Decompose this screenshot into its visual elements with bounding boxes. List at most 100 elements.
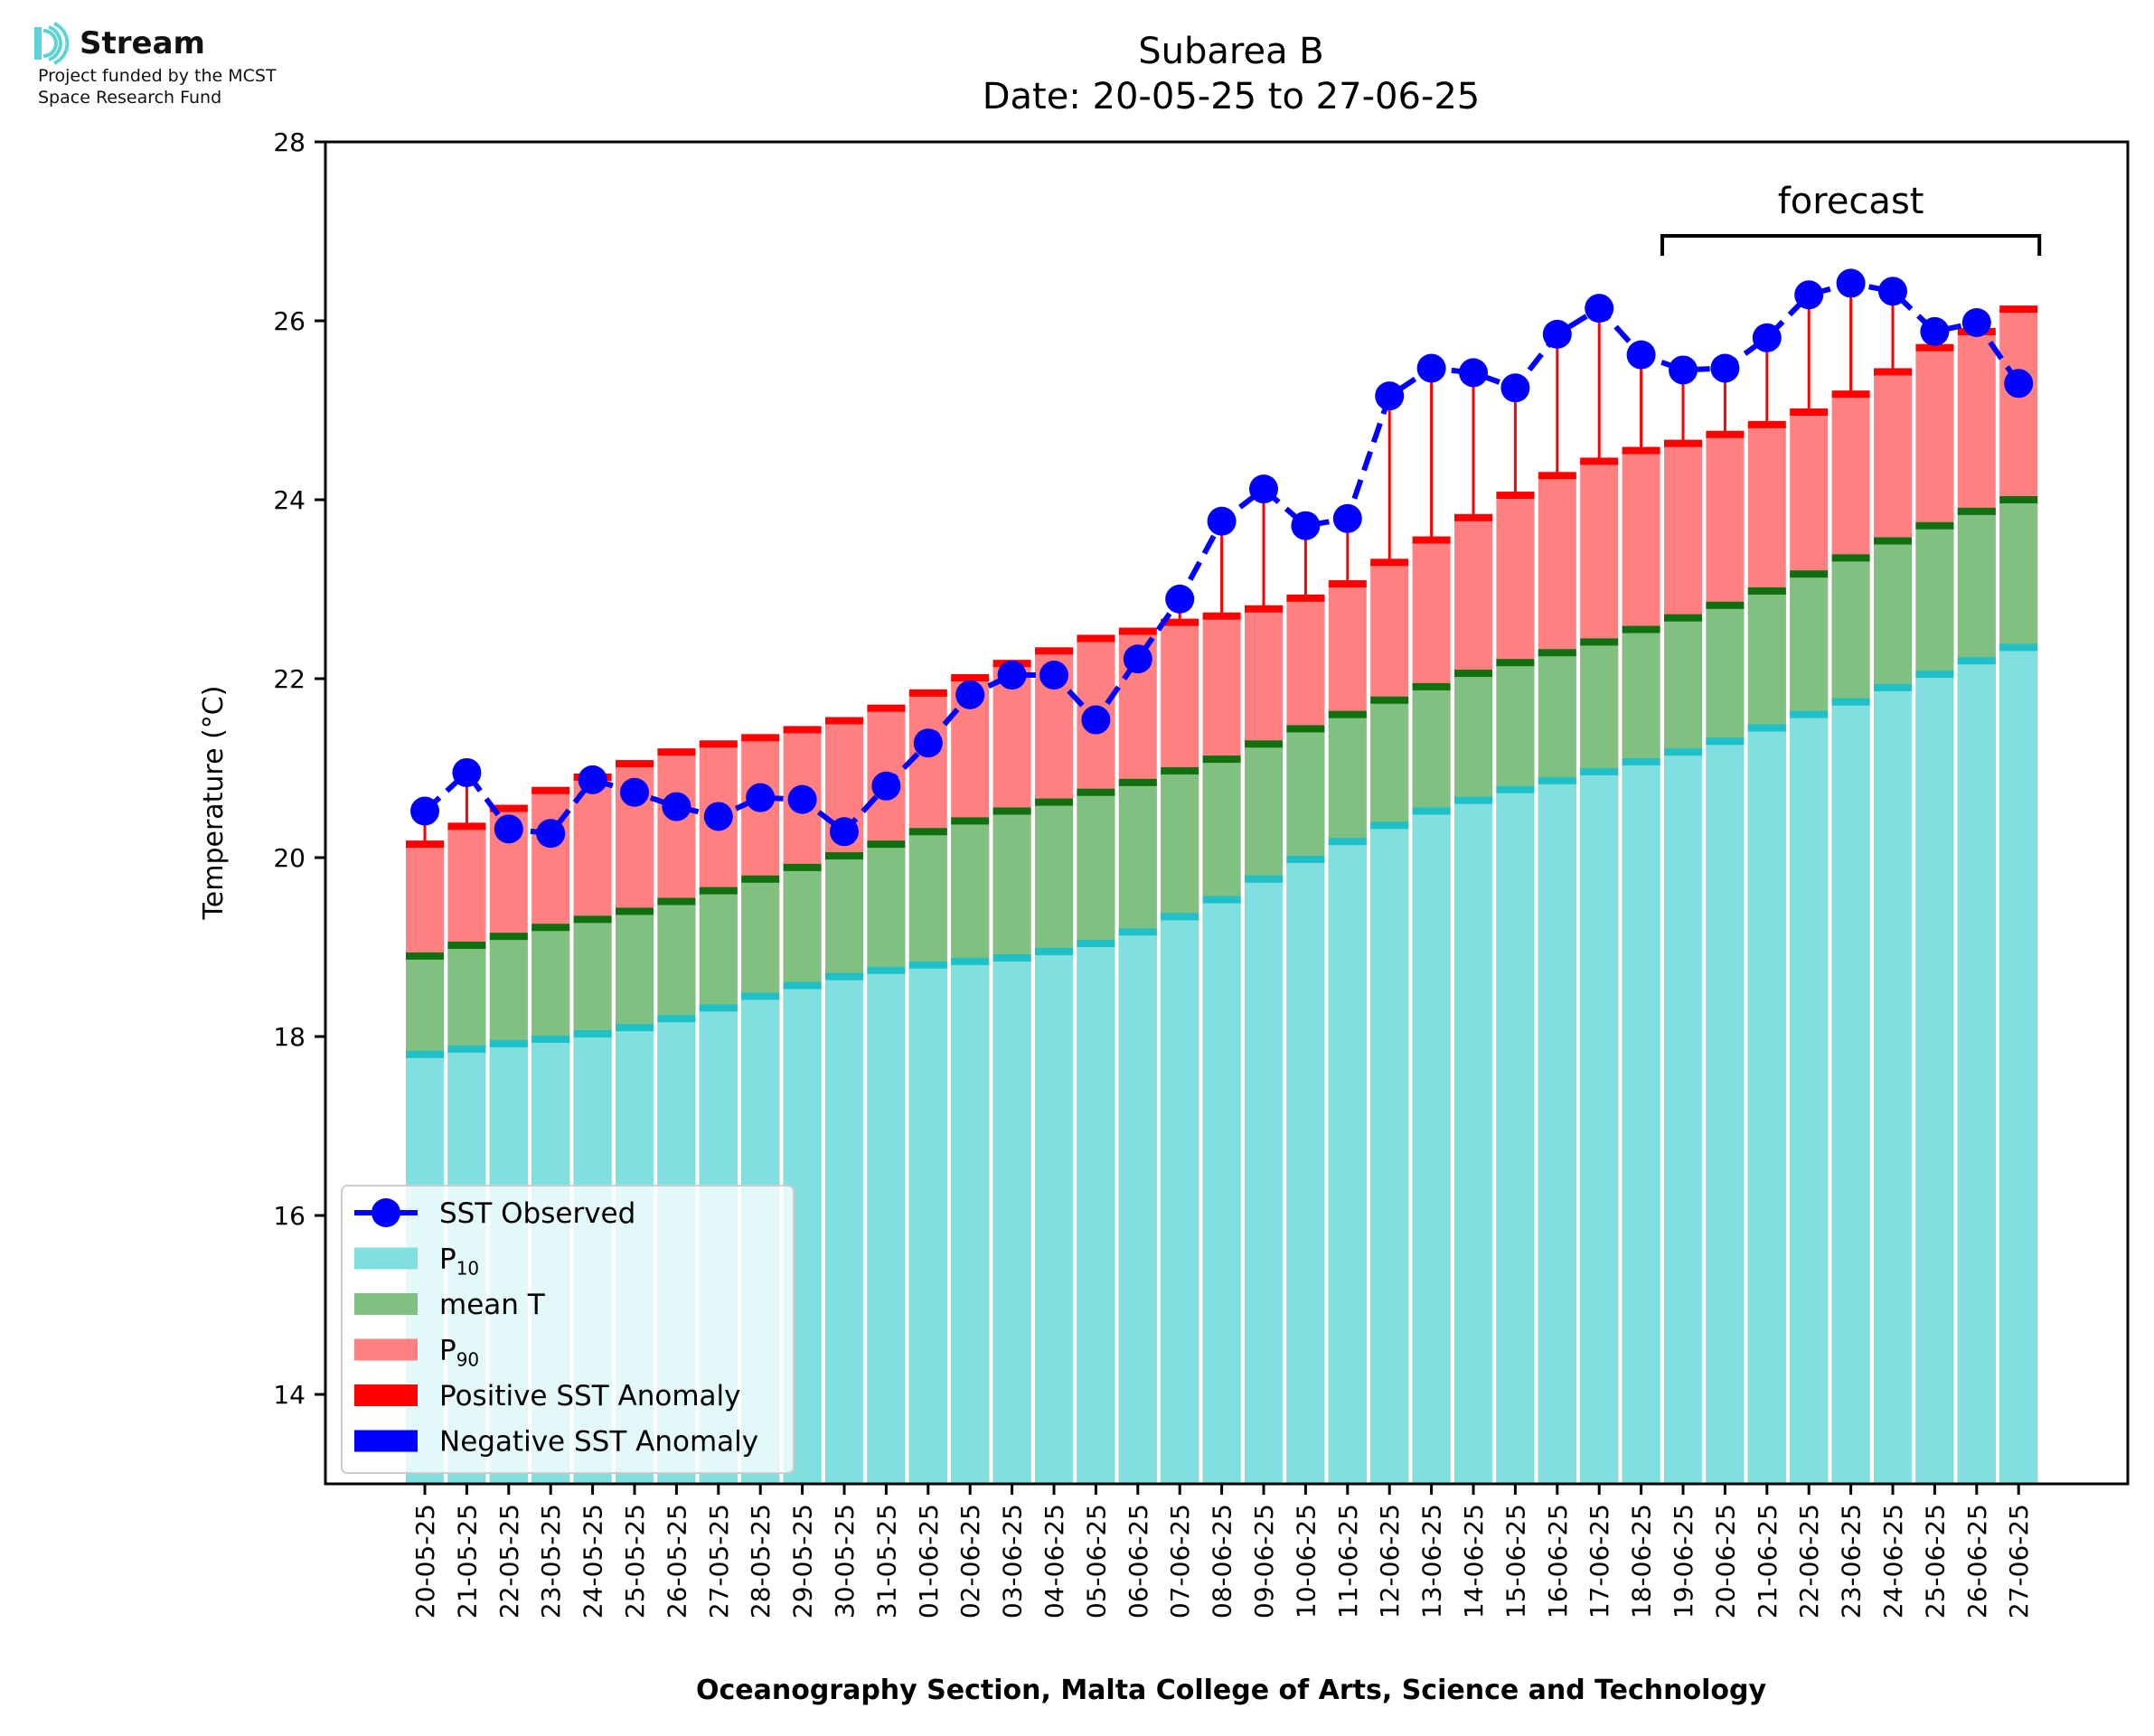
x-tick-label: 11-06-25 xyxy=(1333,1504,1363,1619)
bar-edge-mean-t xyxy=(1622,625,1660,633)
x-tick-label: 20-06-25 xyxy=(1710,1504,1740,1619)
bar-p10 xyxy=(1328,841,1367,1484)
bar-edge-mean-t xyxy=(992,807,1031,815)
bar-edge-p10 xyxy=(1747,724,1786,732)
sst-observed-marker xyxy=(787,784,817,814)
plot-area: 14 16 18 20 22 24 26 28 20-05-25 21-05-25 22-05-25… xyxy=(273,127,2042,1619)
legend-swatch-patch xyxy=(354,1293,418,1315)
x-tick-label: 05-06-25 xyxy=(1081,1504,1111,1619)
x-tick-label: 22-05-25 xyxy=(494,1504,524,1619)
sst-observed-marker xyxy=(1500,373,1530,403)
sst-observed-marker xyxy=(536,819,566,849)
bar-p10 xyxy=(1790,714,1829,1484)
legend-label: Positive SST Anomaly xyxy=(439,1380,740,1412)
bar-edge-mean-t xyxy=(1245,740,1283,748)
bar-edge-mean-t xyxy=(573,915,612,924)
bar-edge-mean-t xyxy=(1831,554,1870,562)
sst-observed-marker xyxy=(1416,353,1446,383)
x-tick-label: 14-06-25 xyxy=(1459,1504,1489,1619)
bar-edge-p90 xyxy=(1999,305,2038,314)
bar-edge-p10 xyxy=(1118,928,1157,936)
x-tick-label: 24-05-25 xyxy=(578,1504,608,1619)
x-tick-label: 06-06-25 xyxy=(1124,1504,1153,1619)
x-tick-label: 19-06-25 xyxy=(1669,1504,1698,1619)
bar-p10 xyxy=(1831,701,1870,1484)
bar-edge-p10 xyxy=(992,953,1031,962)
bar-p10 xyxy=(1202,899,1241,1484)
x-tick-label: 16-06-25 xyxy=(1543,1504,1573,1619)
bar-p10 xyxy=(1664,752,1702,1484)
sst-observed-marker xyxy=(1459,358,1488,388)
sst-observed-marker xyxy=(494,814,523,844)
y-tick-label: 28 xyxy=(273,127,306,157)
bar-p10 xyxy=(1412,811,1451,1484)
bar-edge-p10 xyxy=(1831,698,1870,706)
x-tick-label: 10-06-25 xyxy=(1291,1504,1321,1619)
bar-edge-mean-t xyxy=(1999,496,2038,503)
bar-edge-p10 xyxy=(1161,913,1199,921)
x-tick-label: 21-05-25 xyxy=(452,1504,482,1619)
x-tick-label: 02-06-25 xyxy=(955,1504,985,1619)
bar-edge-p10 xyxy=(1999,643,2038,652)
y-tick-label: 20 xyxy=(273,843,306,873)
bar-edge-p10 xyxy=(908,961,947,969)
bar-p10 xyxy=(951,961,990,1484)
x-tick-label: 21-06-25 xyxy=(1753,1504,1782,1619)
bar-edge-mean-t xyxy=(1286,725,1325,733)
axes-frame xyxy=(324,140,2130,1486)
bar-edge-p10 xyxy=(406,1050,444,1058)
x-tick-label: 13-06-25 xyxy=(1417,1504,1447,1619)
bar-p10 xyxy=(1245,878,1283,1484)
legend-swatch-patch xyxy=(354,1247,418,1270)
y-tick-label: 16 xyxy=(273,1201,306,1231)
bar-edge-mean-t xyxy=(951,817,990,825)
bar-p10 xyxy=(1874,687,1912,1484)
stream-logo-icon xyxy=(34,22,70,65)
bar-edge-p10 xyxy=(1454,796,1492,804)
bar-edge-mean-t xyxy=(783,863,822,871)
x-tick-label: 24-06-25 xyxy=(1878,1504,1908,1619)
bar-edge-mean-t xyxy=(1370,696,1409,704)
bar-edge-mean-t xyxy=(1957,507,1996,515)
bar-edge-p90 xyxy=(1118,627,1157,635)
logo-funding-text: Project funded by the MCST Space Researc… xyxy=(38,65,277,108)
bar-edge-mean-t xyxy=(1664,614,1702,622)
bar-edge-mean-t xyxy=(1874,537,1912,545)
bar-p10 xyxy=(1118,932,1157,1484)
bar-p10 xyxy=(1538,780,1576,1484)
bar-edge-mean-t xyxy=(1328,710,1367,718)
bar-edge-p10 xyxy=(1957,657,1996,665)
bar-edge-p90 xyxy=(616,760,654,768)
bar-edge-mean-t xyxy=(867,840,906,849)
bar-edge-mean-t xyxy=(1412,682,1451,690)
bar-edge-p10 xyxy=(573,1030,612,1038)
x-tick-label: 28-05-25 xyxy=(746,1504,776,1619)
x-tick-label: 07-06-25 xyxy=(1165,1504,1195,1619)
bar-edge-mean-t xyxy=(1580,638,1619,646)
legend-label-subscript: 10 xyxy=(456,1258,479,1280)
bar-p10 xyxy=(1580,771,1619,1484)
bar-edge-mean-t xyxy=(1161,766,1199,774)
bar-edge-p10 xyxy=(1245,875,1283,883)
x-tick-label: 23-06-25 xyxy=(1837,1504,1867,1619)
bar-edge-p90 xyxy=(908,689,947,697)
sst-observed-marker xyxy=(1794,280,1824,310)
sst-observed-marker xyxy=(1375,381,1405,411)
bar-edge-p10 xyxy=(616,1024,654,1032)
bar-p10 xyxy=(867,970,906,1484)
bar-edge-p10 xyxy=(1622,758,1660,766)
bar-p10 xyxy=(1915,674,1954,1484)
bar-p10 xyxy=(1496,789,1535,1484)
bar-edge-p90 xyxy=(489,804,528,812)
x-tick-label: 26-06-25 xyxy=(1962,1504,1992,1619)
legend-box xyxy=(341,1185,795,1474)
sst-observed-marker xyxy=(1878,277,1907,306)
bar-edge-p10 xyxy=(1328,838,1367,846)
sst-observed-marker xyxy=(1249,474,1278,504)
bar-edge-p10 xyxy=(1538,776,1576,784)
bar-edge-p10 xyxy=(1370,821,1409,830)
bar-edge-p10 xyxy=(1790,710,1829,718)
sst-observed-marker xyxy=(1332,503,1362,533)
bar-p10 xyxy=(1706,741,1745,1484)
